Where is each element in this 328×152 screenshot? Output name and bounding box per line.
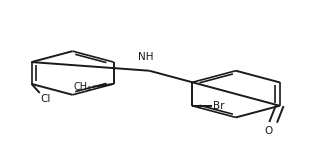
Text: Br: Br: [213, 101, 224, 111]
Text: NH: NH: [138, 52, 154, 62]
Text: O: O: [264, 126, 272, 136]
Text: CH₃: CH₃: [73, 82, 92, 92]
Text: Cl: Cl: [40, 94, 51, 104]
